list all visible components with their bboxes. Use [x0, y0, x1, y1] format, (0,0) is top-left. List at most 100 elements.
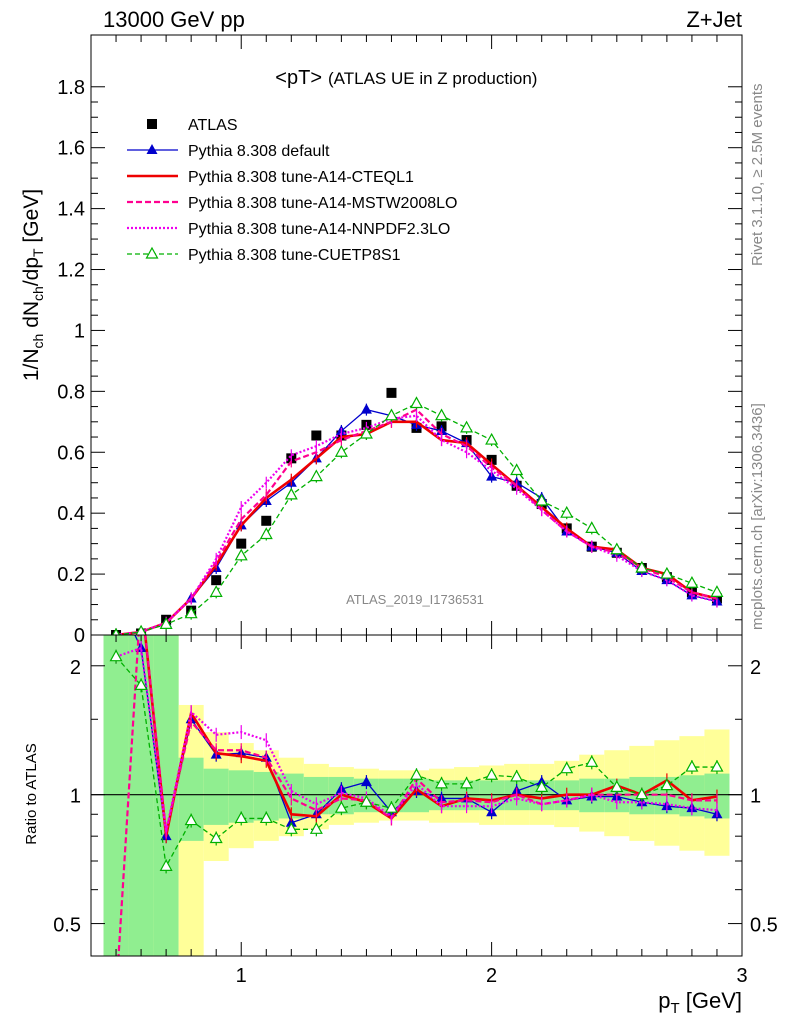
ratio-point-cuetp8s1 — [535, 780, 549, 792]
ratio-point-cuetp8s1 — [359, 795, 373, 807]
ratio-y-tick-label-right: 2 — [750, 657, 761, 679]
point-cuetp8s1 — [334, 445, 348, 457]
main-y-tick-label: 1.2 — [57, 260, 85, 282]
ratio-y-tick-label: 0.5 — [53, 915, 81, 937]
ratio-point-cuetp8s1 — [259, 811, 273, 824]
ratio-point-cuetp8s1 — [409, 768, 424, 780]
ratio-point-cuetp8s1 — [635, 787, 649, 800]
ylabel-main: 1/N — [20, 348, 43, 381]
point-cuetp8s1 — [309, 469, 323, 482]
ratio-point-default — [360, 776, 372, 787]
point-data — [211, 575, 222, 586]
point-cuetp8s1 — [409, 396, 424, 409]
inner-title-sub: (ATLAS UE in Z production) — [328, 69, 537, 88]
ratio-point-default — [285, 816, 297, 827]
inner-title-main: <pT> — [275, 67, 322, 89]
point-cuetp8s1 — [159, 617, 173, 629]
uncertainty-band-inner — [178, 757, 204, 841]
mcplots-note: mcplots.cern.ch [arXiv:1306.3436] — [749, 403, 766, 630]
uncertainty-band-inner — [103, 635, 129, 956]
main-y-tick-label: 1.6 — [57, 138, 85, 160]
main-y-axis-label: 1/Nch dNch/dpT [GeV] — [20, 189, 46, 381]
legend-label-cteql1: Pythia 8.308 tune-A14-CTEQL1 — [188, 169, 414, 186]
ratio-point-cuetp8s1 — [109, 649, 123, 662]
point-cuetp8s1 — [259, 527, 273, 540]
ratio-y-axis-label: Ratio to ATLAS — [23, 743, 40, 844]
legend-marker-default — [146, 144, 158, 154]
legend-label-nnpdf: Pythia 8.308 tune-A14-NNPDF2.3LO — [188, 221, 450, 238]
main-y-tick-label: 1.4 — [57, 199, 85, 221]
ratio-point-cuetp8s1 — [460, 776, 474, 789]
legend-marker-cuetp8s1 — [145, 246, 159, 259]
legend-label-data: ATLAS — [188, 117, 238, 134]
point-default — [360, 403, 372, 414]
point-data — [261, 515, 272, 526]
point-cuetp8s1 — [610, 542, 624, 555]
point-cuetp8s1 — [710, 585, 724, 597]
point-cuetp8s1 — [585, 521, 599, 534]
point-data — [311, 430, 322, 441]
legend-label-mstw: Pythia 8.308 tune-A14-MSTW2008LO — [188, 195, 457, 212]
ratio-plot: 0.5 0.5 1 1 2 2 1 2 3 Ratio to ATLAS pT [GeV] — [23, 634, 778, 1017]
main-y-tick-label: 0.2 — [57, 564, 85, 586]
main-y-tick-label: 0.6 — [57, 442, 85, 464]
ylabel-end: /dp — [20, 257, 43, 286]
ratio-point-cuetp8s1 — [284, 822, 298, 834]
main-y-tick-label: 1.8 — [57, 77, 85, 99]
ylabel-mid: dN — [20, 301, 43, 334]
ratio-point-cuetp8s1 — [685, 759, 699, 772]
point-data — [386, 387, 397, 398]
ratio-point-cuetp8s1 — [209, 831, 223, 844]
ratio-y-tick-label: 1 — [70, 786, 81, 808]
x-tick-label: 1 — [236, 965, 247, 987]
ratio-point-cuetp8s1 — [234, 811, 248, 824]
xlabel-unit: [GeV] — [680, 988, 742, 1013]
main-y-tick-label: 0 — [74, 625, 85, 647]
point-cuetp8s1 — [284, 487, 298, 500]
main-plot: 0 0.2 0.4 0.6 0.8 1 1.2 1.4 1.6 1.8 <pT> (ATLAS U… — [20, 34, 743, 647]
main-y-tick-label: 0.8 — [57, 381, 85, 403]
main-y-tick-label: 1 — [74, 320, 85, 342]
point-cuetp8s1 — [660, 566, 674, 579]
legend-label-default: Pythia 8.308 default — [188, 143, 330, 160]
point-cuetp8s1 — [234, 548, 248, 561]
xlabel-main: p — [658, 988, 670, 1013]
legend-label-cuetp8s1: Pythia 8.308 tune-CUETP8S1 — [188, 247, 401, 264]
point-cuetp8s1 — [384, 408, 398, 421]
ratio-point-cuetp8s1 — [134, 678, 148, 690]
ylabel-sub2: ch — [30, 286, 46, 301]
ratio-point-cuetp8s1 — [159, 859, 173, 871]
ylabel-sub1: ch — [30, 334, 46, 349]
ratio-y-tick-label: 2 — [70, 657, 81, 679]
x-tick-label: 3 — [736, 965, 747, 987]
ratio-point-cuetp8s1 — [660, 778, 674, 791]
point-cuetp8s1 — [184, 606, 198, 619]
xlabel-sub: T — [670, 1000, 679, 1017]
point-cuetp8s1 — [510, 463, 524, 476]
point-cuetp8s1 — [435, 408, 449, 421]
legend: ATLAS Pythia 8.308 default Pythia 8.308 tu… — [127, 117, 457, 264]
point-cuetp8s1 — [535, 493, 549, 506]
point-cuetp8s1 — [635, 560, 649, 573]
analysis-tag: ATLAS_2019_I1736531 — [346, 592, 484, 607]
point-cuetp8s1 — [359, 426, 373, 439]
point-cuetp8s1 — [560, 505, 574, 518]
ylabel-unit: [GeV] — [20, 189, 43, 249]
x-tick-label: 2 — [486, 965, 497, 987]
x-axis-label: pT [GeV] — [658, 988, 742, 1017]
ratio-point-cuetp8s1 — [710, 759, 724, 772]
point-cuetp8s1 — [209, 585, 223, 597]
ratio-point-cuetp8s1 — [610, 780, 624, 792]
point-cuetp8s1 — [685, 575, 699, 588]
point-cuetp8s1 — [460, 420, 474, 433]
ylabel-sub3: T — [30, 248, 46, 257]
ratio-point-cuetp8s1 — [435, 776, 449, 789]
uncertainty-band-inner — [203, 768, 229, 825]
ratio-point-cuetp8s1 — [485, 768, 499, 780]
rivet-note: Rivet 3.1.10, ≥ 2.5M events — [749, 84, 766, 267]
ratio-point-cuetp8s1 — [184, 813, 198, 826]
header-left: 13000 GeV pp — [103, 7, 245, 32]
ratio-plot-frame — [90, 634, 743, 957]
ratio-y-tick-label-right: 1 — [750, 786, 761, 808]
